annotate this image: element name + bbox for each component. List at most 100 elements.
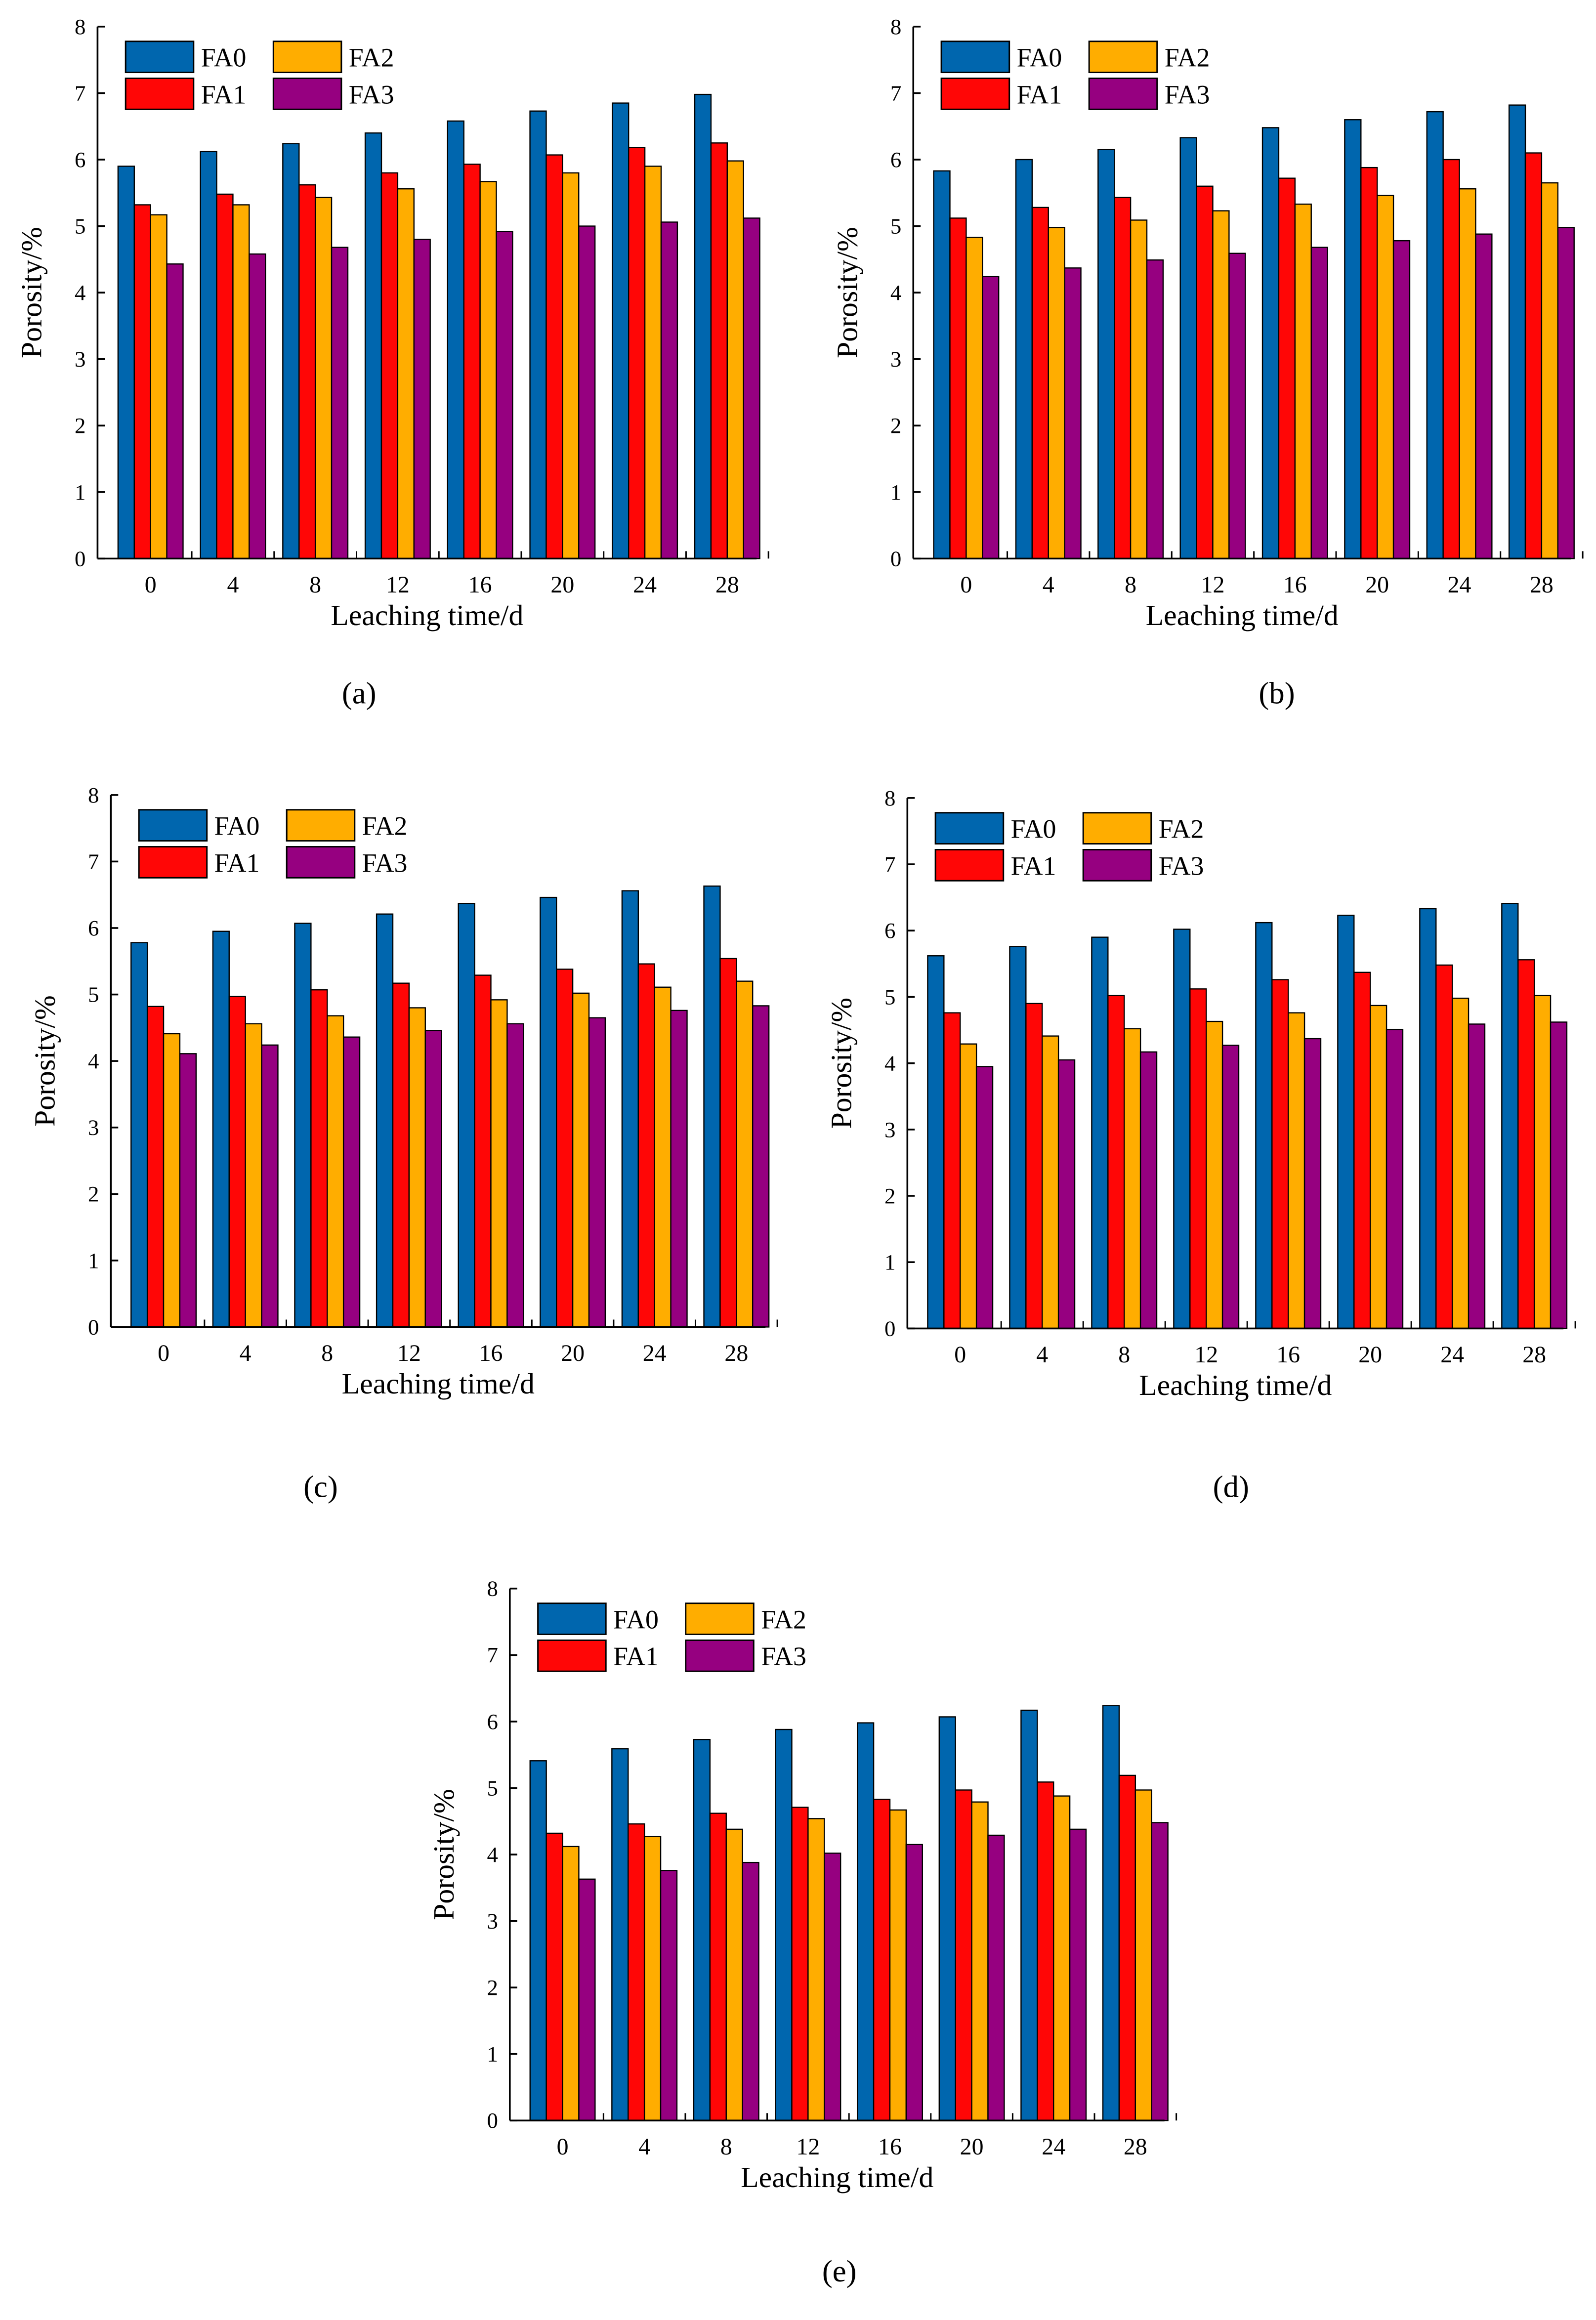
legend-swatch-fa1	[138, 846, 208, 879]
bar-fa3-20	[578, 225, 596, 559]
y-tick-label: 5	[884, 984, 895, 1009]
bar-fa3-20	[1386, 1028, 1404, 1329]
x-tick-label: 12	[397, 1340, 421, 1366]
legend-swatch-fa0	[537, 1603, 607, 1635]
bar-fa2-8	[327, 1015, 344, 1328]
bar-fa1-0	[133, 204, 151, 559]
bar-fa3-4	[660, 1870, 678, 2121]
x-tick-label: 12	[796, 2134, 820, 2160]
bar-fa3-0	[982, 276, 1000, 559]
bar-fa2-8	[314, 197, 333, 559]
bar-fa0-12	[1179, 137, 1197, 559]
bar-fa2-0	[960, 1043, 977, 1329]
bar-fa0-4	[212, 930, 230, 1328]
y-tick-label: 7	[890, 81, 901, 105]
legend-swatch-fa0	[940, 41, 1010, 74]
legend-swatch-fa3	[1082, 849, 1152, 882]
bar-fa3-16	[506, 1023, 524, 1328]
bar-fa0-16	[447, 120, 464, 559]
legend-swatch-fa2	[685, 1603, 755, 1635]
x-tick-label: 24	[633, 572, 657, 598]
y-tick-label: 6	[487, 1709, 498, 1734]
bar-fa0-20	[1344, 119, 1362, 559]
y-tick-label: 5	[75, 213, 85, 238]
bar-fa1-16	[474, 974, 492, 1328]
bar-fa2-4	[245, 1023, 262, 1328]
bar-fa1-24	[1435, 964, 1453, 1329]
bar-fa2-12	[807, 1818, 825, 2121]
bar-fa0-4	[1009, 946, 1027, 1329]
bar-fa2-8	[1124, 1028, 1141, 1329]
x-tick-label: 20	[960, 2134, 984, 2160]
x-tick-label: 8	[1125, 572, 1136, 598]
y-tick-label: 2	[890, 413, 901, 438]
y-tick-label: 1	[75, 480, 85, 505]
x-tick-label: 4	[227, 572, 239, 598]
y-tick-label: 4	[75, 280, 85, 305]
bar-fa2-20	[1369, 1005, 1387, 1329]
y-tick-label: 5	[890, 213, 901, 238]
x-tick-label: 8	[309, 572, 321, 598]
bar-fa1-20	[546, 154, 563, 559]
bar-fa0-16	[458, 903, 475, 1328]
y-tick-label: 3	[890, 347, 901, 372]
bar-fa1-4	[1025, 1003, 1043, 1329]
x-tick-label: 24	[1042, 2134, 1065, 2160]
bar-fa1-12	[392, 982, 410, 1328]
bar-fa3-12	[1221, 1045, 1240, 1329]
bar-fa1-28	[719, 958, 737, 1328]
bar-fa1-24	[1037, 1781, 1054, 2121]
bar-fa1-28	[1524, 152, 1543, 559]
y-tick-label: 6	[884, 918, 895, 943]
x-tick-label: 28	[1124, 2134, 1147, 2160]
bar-fa0-24	[621, 890, 639, 1328]
x-tick-label: 24	[643, 1340, 667, 1366]
bar-fa0-12	[775, 1729, 793, 2121]
legend-label-fa0: FA0	[613, 1604, 659, 1634]
legend-label-fa0: FA0	[201, 43, 247, 73]
x-tick-label: 12	[1194, 1342, 1218, 1368]
bar-fa3-4	[1064, 267, 1082, 559]
bar-fa1-4	[216, 193, 234, 559]
legend-swatch-fa2	[1082, 812, 1152, 845]
bar-fa2-20	[572, 992, 590, 1328]
y-tick-label: 0	[88, 1314, 99, 1339]
legend-swatch-fa1	[940, 77, 1010, 110]
legend-swatch-fa1	[125, 77, 195, 110]
bar-fa2-24	[644, 166, 662, 559]
bar-fa2-8	[1130, 219, 1148, 559]
legend-label-fa3: FA3	[1165, 80, 1210, 109]
y-axis-title: Porosity/%	[831, 227, 864, 358]
bar-fa2-20	[1376, 195, 1394, 559]
y-tick-label: 5	[487, 1775, 498, 1800]
bar-fa0-28	[1501, 903, 1519, 1329]
bar-fa3-28	[1550, 1021, 1568, 1329]
bar-fa3-16	[1310, 247, 1328, 559]
x-axis-title: Leaching time/d	[342, 1367, 535, 1400]
x-axis-title: Leaching time/d	[1139, 1369, 1332, 1401]
bar-fa3-16	[1303, 1038, 1322, 1329]
bar-fa0-4	[611, 1748, 629, 2121]
legend-label-fa2: FA2	[1165, 43, 1210, 73]
bar-fa1-0	[546, 1832, 563, 2121]
x-tick-label: 0	[158, 1340, 169, 1366]
bar-fa3-28	[752, 1005, 770, 1328]
bar-fa1-12	[791, 1807, 809, 2121]
bar-fa3-8	[331, 247, 349, 559]
bar-fa2-20	[971, 1801, 989, 2121]
bar-fa3-12	[1228, 253, 1246, 559]
y-tick-label: 3	[884, 1117, 895, 1142]
bar-fa1-8	[709, 1813, 727, 2121]
y-tick-label: 4	[88, 1049, 99, 1073]
bar-fa2-4	[1042, 1035, 1059, 1329]
panel-label: (e)	[822, 2254, 857, 2288]
legend-swatch-fa3	[685, 1639, 755, 1672]
bar-fa2-24	[654, 986, 672, 1328]
bar-fa1-20	[556, 969, 574, 1328]
bar-fa2-28	[1541, 182, 1558, 559]
bar-fa0-8	[693, 1739, 711, 2121]
x-tick-label: 8	[1118, 1342, 1130, 1368]
